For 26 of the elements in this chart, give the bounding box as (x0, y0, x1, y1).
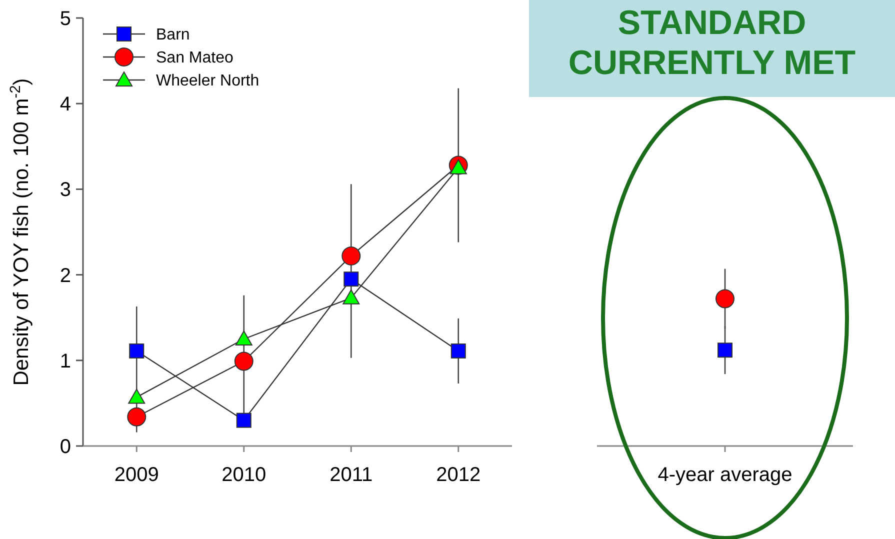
y-tick-label: 2 (60, 264, 71, 287)
legend-label: Wheeler North (156, 72, 260, 90)
y-tick-label: 5 (60, 8, 71, 30)
point (342, 289, 360, 304)
y-tick-label: 3 (60, 179, 71, 202)
point (450, 159, 467, 174)
y-tick-label: 0 (60, 436, 71, 458)
point (127, 407, 146, 426)
x-tick-label: 4-year average (658, 464, 792, 486)
x-tick-label: 2009 (114, 464, 159, 486)
point (128, 388, 146, 404)
annotation: STANDARD CURRENTLY MET (568, 4, 856, 82)
point (236, 412, 252, 428)
x-tick-label: 2010 (222, 464, 266, 486)
y-tick-label: 1 (60, 350, 71, 372)
x-tick-label: 2012 (436, 464, 481, 486)
point (234, 352, 254, 371)
legend-label: San Mateo (156, 50, 234, 67)
legend-label: Barn (156, 26, 190, 44)
point (342, 246, 361, 266)
point (450, 343, 466, 358)
point (129, 343, 144, 358)
y-tick-label: 4 (60, 94, 71, 116)
point (235, 330, 252, 346)
x-tick-label: 2011 (330, 464, 373, 486)
point (344, 272, 359, 287)
